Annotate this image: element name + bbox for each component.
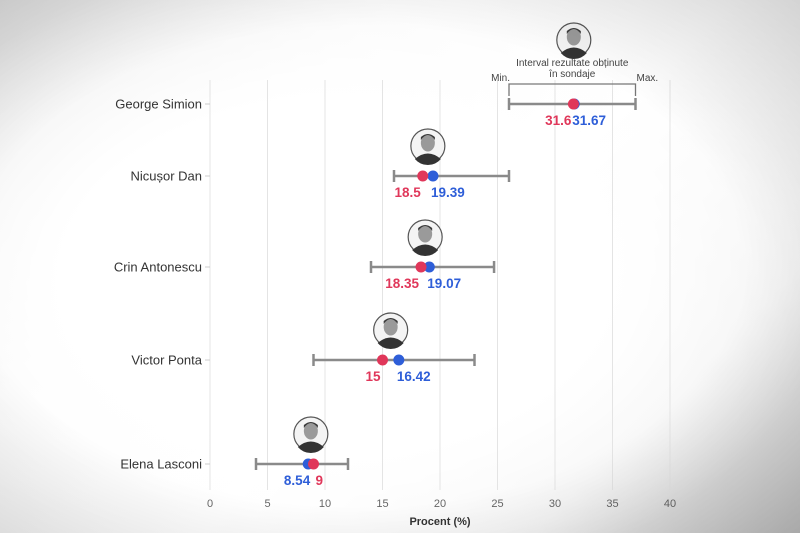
candidate-rows: George Simion 31.6 31.67 Nicușor Dan 18.5 19.…	[114, 22, 637, 488]
red-dot	[377, 354, 388, 366]
blue-value-label: 8.54	[284, 473, 311, 488]
candidate-name: Nicușor Dan	[130, 169, 202, 184]
portrait-hair	[418, 225, 433, 231]
portrait-face	[303, 422, 318, 440]
x-axis: 0 5 10 15 20 25 30 35 40	[207, 498, 676, 510]
red-value-label: 18.35	[385, 276, 419, 291]
blue-value-label: 19.39	[431, 185, 465, 200]
x-tick-label: 40	[664, 498, 676, 510]
candidate-row: Nicușor Dan 18.5 19.39	[130, 128, 511, 200]
blue-dot	[393, 354, 405, 366]
candidate-name: George Simion	[115, 97, 202, 112]
range-bracket	[508, 83, 637, 96]
candidate-row: George Simion 31.6 31.67	[115, 22, 637, 128]
portrait-shoulders	[377, 337, 404, 350]
portrait-hair	[420, 134, 435, 140]
annotation-text-line1: Interval rezultate obținute	[516, 58, 629, 69]
portrait-hair	[566, 28, 581, 34]
candidate-name: Elena Lasconi	[120, 457, 202, 472]
red-dot	[417, 170, 429, 182]
red-dot	[567, 98, 579, 110]
x-tick-label: 35	[606, 498, 618, 510]
portrait-george-simion-icon	[556, 22, 592, 60]
portrait-nicusor-dan-icon	[410, 128, 446, 166]
red-value-label: 18.5	[394, 185, 421, 200]
portrait-victor-ponta-icon	[373, 312, 409, 350]
candidate-row: Victor Ponta 15 16.42	[131, 312, 476, 384]
red-value-label: 31.6	[545, 113, 572, 128]
blue-value-label: 31.67	[572, 113, 606, 128]
x-tick-label: 5	[264, 498, 270, 510]
annotation-max-label: Max.	[637, 73, 659, 84]
annotation-min-label: Min.	[491, 73, 510, 84]
x-tick-label: 10	[319, 498, 331, 510]
red-dot	[415, 261, 427, 273]
blue-value-label: 16.42	[397, 369, 431, 384]
portrait-shoulders	[412, 244, 439, 257]
x-tick-label: 0	[207, 498, 213, 510]
candidate-row: Crin Antonescu 18.35 19.07	[114, 219, 496, 291]
portrait-hair	[383, 318, 398, 324]
blue-dot	[423, 261, 435, 273]
red-value-label: 15	[365, 369, 381, 384]
portrait-hair	[303, 422, 318, 428]
portrait-shoulders	[297, 441, 324, 454]
portrait-shoulders	[414, 153, 441, 166]
x-tick-label: 15	[376, 498, 388, 510]
portrait-face	[566, 28, 581, 46]
x-tick-label: 25	[491, 498, 503, 510]
red-value-label: 9	[316, 473, 324, 488]
x-axis-title: Procent (%)	[409, 516, 470, 528]
candidate-row: Elena Lasconi 8.54 9	[120, 416, 350, 488]
candidate-name: Victor Ponta	[131, 353, 202, 368]
portrait-face	[420, 134, 435, 152]
annotation-text-line2: în sondaje	[548, 69, 596, 80]
x-tick-label: 30	[549, 498, 561, 510]
blue-value-label: 19.07	[427, 276, 461, 291]
portrait-crin-antonescu-icon	[407, 219, 443, 257]
portrait-face	[418, 225, 433, 243]
portrait-face	[383, 318, 398, 336]
x-tick-label: 20	[434, 498, 446, 510]
candidate-name: Crin Antonescu	[114, 260, 202, 275]
portrait-elena-lasconi-icon	[293, 416, 329, 454]
red-dot	[308, 458, 319, 470]
portrait-shoulders	[560, 47, 587, 60]
blue-dot	[427, 170, 439, 182]
